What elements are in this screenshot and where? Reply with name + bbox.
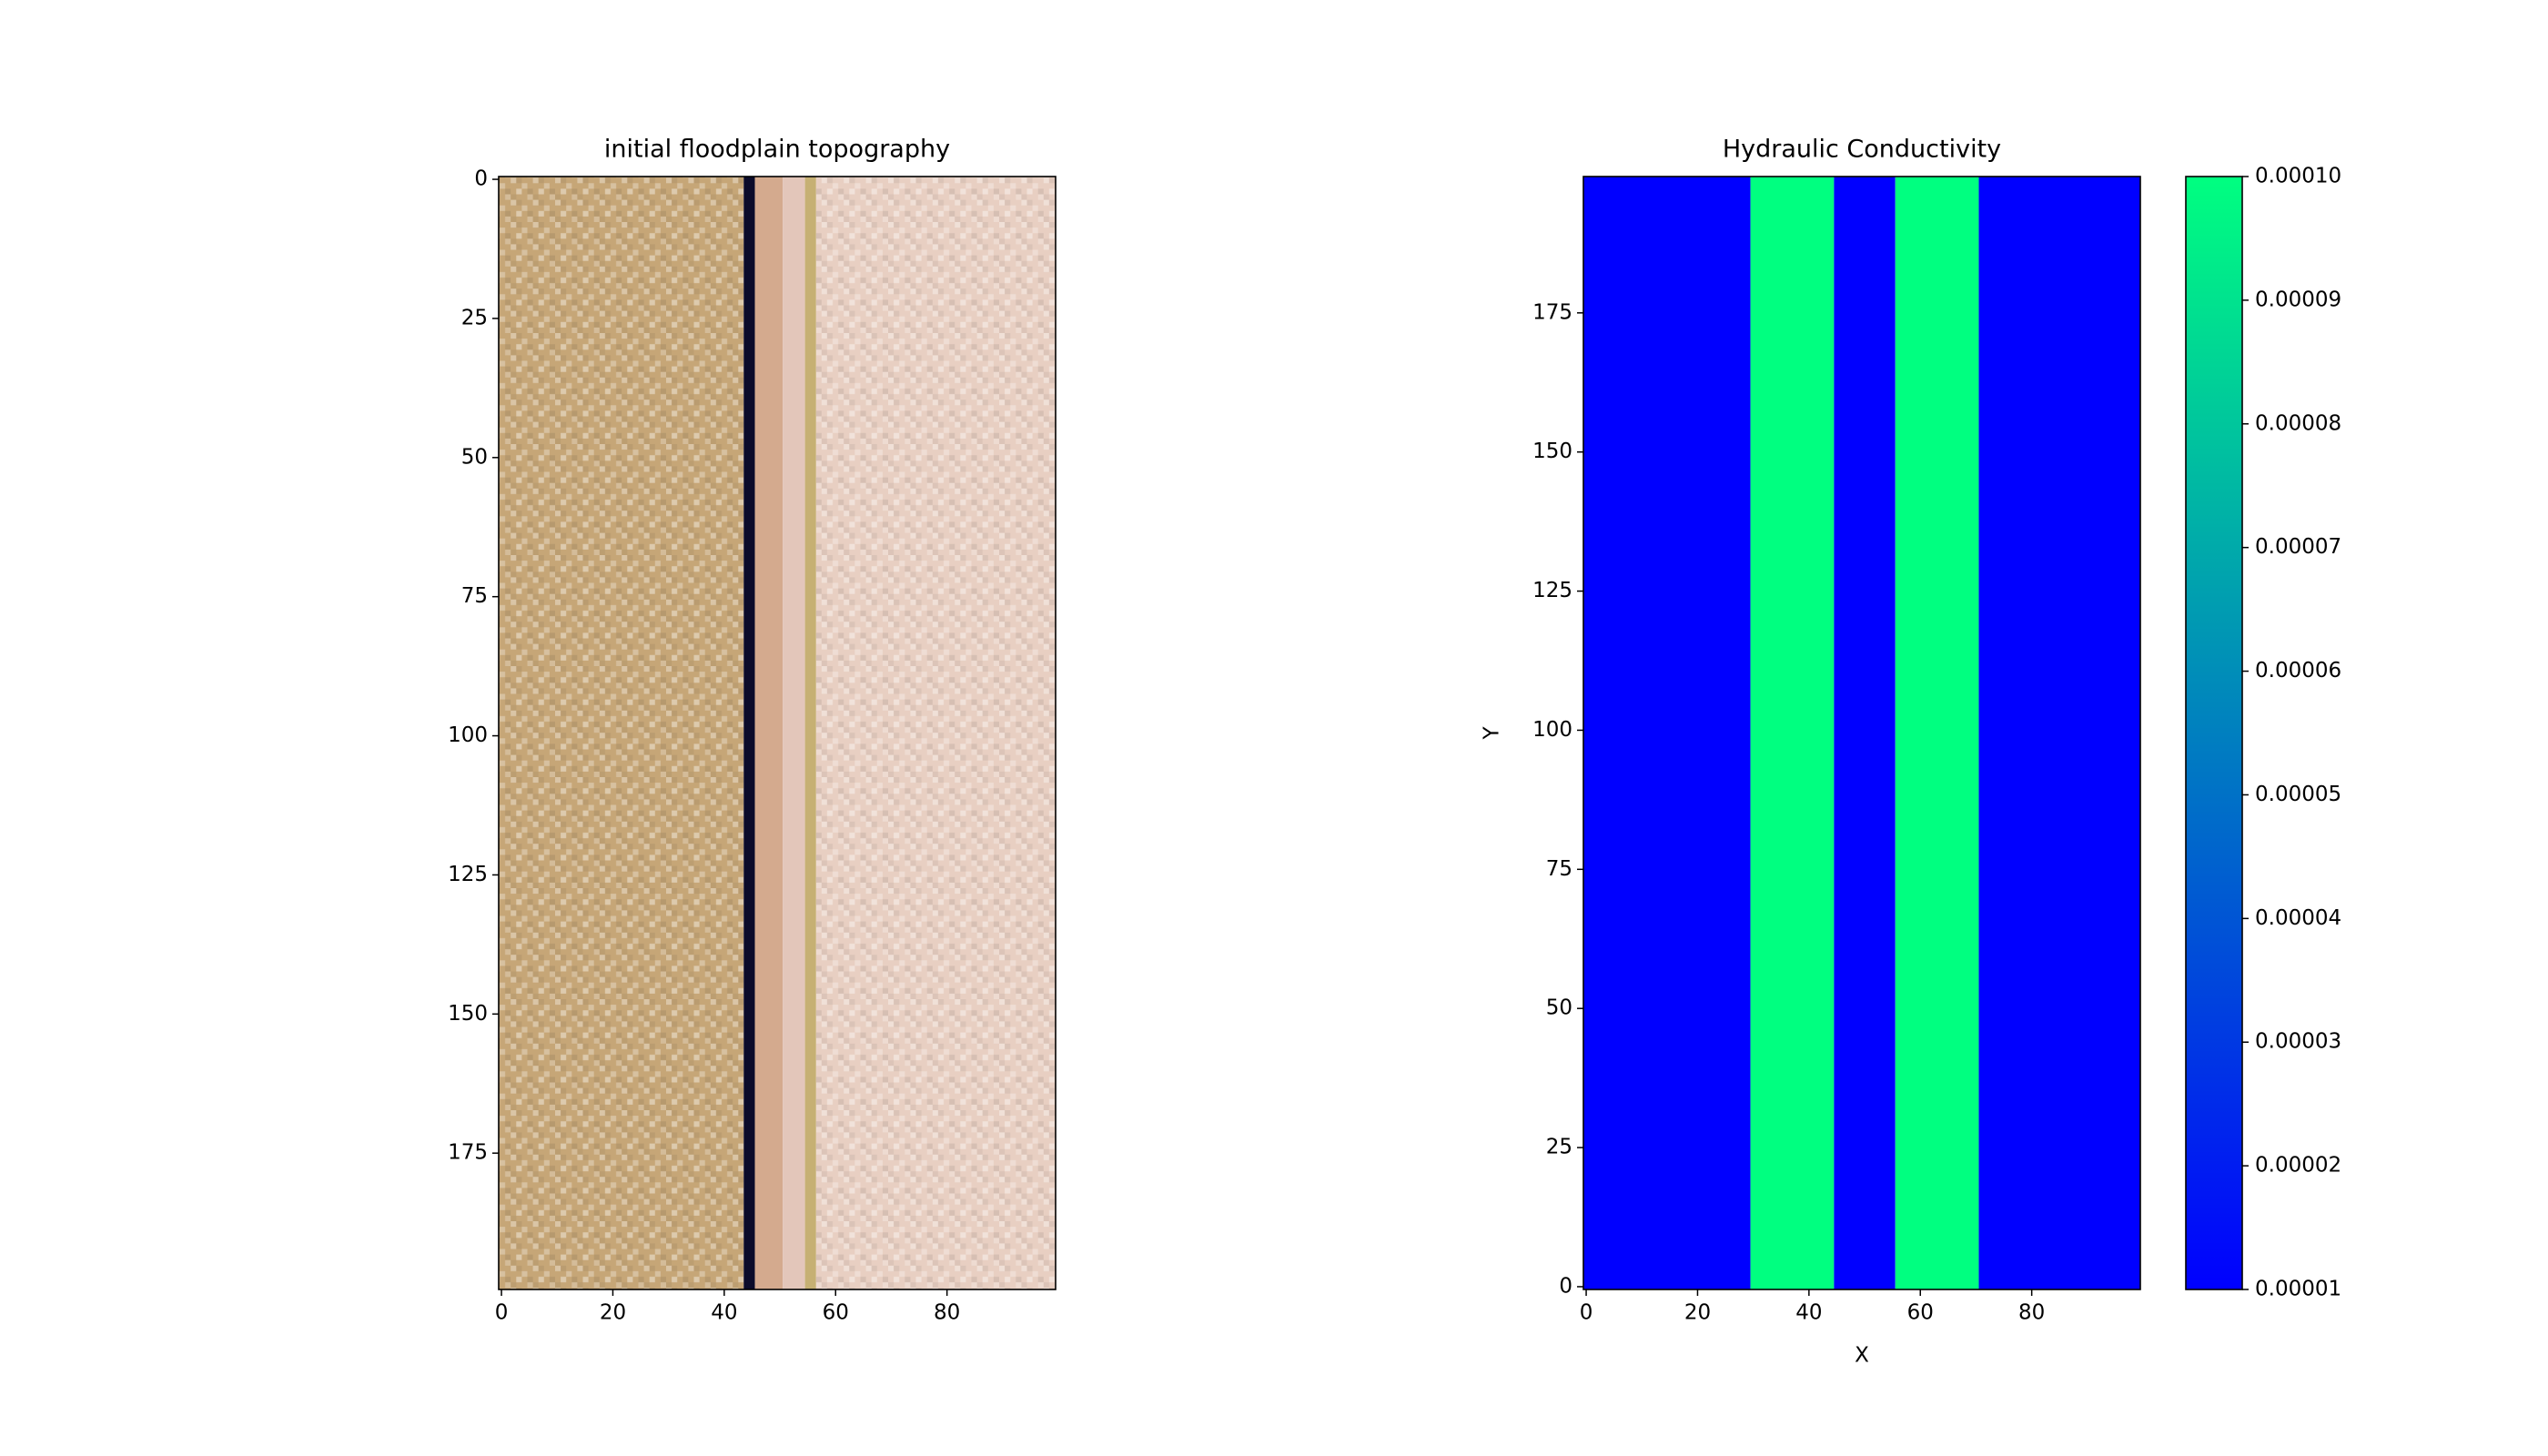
- y-tick-label: 0: [474, 167, 488, 191]
- colorbar-tick-label: 0.00010: [2255, 165, 2341, 188]
- colorbar-tick-label: 0.00001: [2255, 1278, 2341, 1301]
- y-tick-label: 150: [448, 1002, 488, 1026]
- image-texture: [499, 177, 744, 1289]
- image-column: [783, 177, 805, 1289]
- heatmap-column: [1895, 177, 1979, 1289]
- x-tick-label: 60: [1907, 1301, 1934, 1325]
- y-tick-label: 25: [1546, 1136, 1572, 1159]
- chart-title: Hydraulic Conductivity: [1723, 136, 2001, 164]
- y-tick-label: 50: [461, 445, 488, 469]
- axes-frame: [498, 176, 1057, 1290]
- y-tick-label: 0: [1559, 1274, 1572, 1298]
- y-tick-label: 50: [1546, 996, 1572, 1020]
- y-tick-label: 100: [448, 723, 488, 747]
- colorbar-tick-label: 0.00007: [2255, 535, 2341, 559]
- axes-frame: [1582, 176, 2141, 1290]
- colorbar-tick-label: 0.00004: [2255, 906, 2341, 930]
- image-column: [743, 177, 755, 1289]
- heatmap-column: [1750, 177, 1835, 1289]
- colorbar-tick-label: 0.00003: [2255, 1030, 2341, 1054]
- image-texture: [815, 177, 1056, 1289]
- y-tick-label: 125: [448, 863, 488, 886]
- y-tick-label: 125: [1532, 579, 1572, 602]
- y-tick-label: 75: [461, 584, 488, 608]
- x-tick-label: 0: [1580, 1301, 1593, 1325]
- colorbar: [2185, 176, 2243, 1290]
- colorbar-tick-label: 0.00002: [2255, 1154, 2341, 1178]
- x-tick-label: 20: [600, 1301, 626, 1325]
- image-column: [804, 177, 816, 1289]
- x-tick-label: 80: [934, 1301, 960, 1325]
- chart-title: initial floodplain topography: [604, 136, 950, 164]
- x-axis-label: X: [1855, 1344, 1869, 1368]
- x-tick-label: 20: [1684, 1301, 1711, 1325]
- y-tick-label: 25: [461, 306, 488, 329]
- y-tick-label: 75: [1546, 857, 1572, 881]
- x-tick-label: 40: [1795, 1301, 1822, 1325]
- heatmap-column: [1978, 177, 2140, 1289]
- y-tick-label: 175: [448, 1141, 488, 1165]
- y-tick-label: 175: [1532, 300, 1572, 324]
- colorbar-tick-label: 0.00009: [2255, 288, 2341, 311]
- heatmap-column: [1834, 177, 1896, 1289]
- x-tick-label: 0: [495, 1301, 509, 1325]
- colorbar-tick-label: 0.00005: [2255, 783, 2341, 806]
- y-tick-label: 150: [1532, 440, 1572, 463]
- image-column: [754, 177, 784, 1289]
- y-tick-label: 100: [1532, 718, 1572, 742]
- x-tick-label: 80: [2018, 1301, 2045, 1325]
- x-tick-label: 40: [711, 1301, 737, 1325]
- x-tick-label: 60: [823, 1301, 849, 1325]
- y-axis-label: Y: [1481, 726, 1504, 741]
- heatmap-column: [1583, 177, 1751, 1289]
- colorbar-tick-label: 0.00008: [2255, 411, 2341, 435]
- colorbar-tick-label: 0.00006: [2255, 659, 2341, 682]
